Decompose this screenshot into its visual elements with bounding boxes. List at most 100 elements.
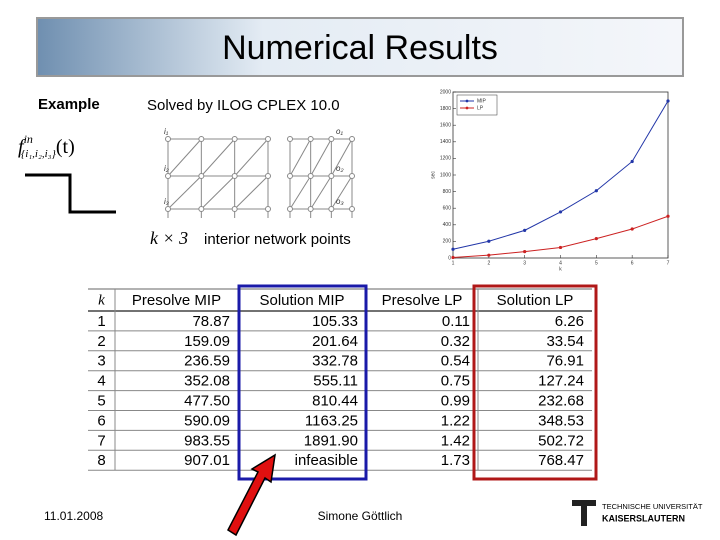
x-tick-label: 3 [523, 260, 526, 266]
data-point [451, 255, 455, 260]
table-header: k [98, 292, 105, 308]
diagram-node [198, 206, 205, 212]
table-cell: 127.24 [538, 373, 584, 390]
output-label: o₁ [336, 127, 343, 136]
mip-highlight [237, 284, 368, 481]
logo-line2: KAISERSLAUTERN [602, 513, 685, 523]
data-point [558, 245, 563, 250]
x-tick-label: 7 [667, 260, 670, 266]
data-point [487, 253, 491, 257]
diagram-node [307, 206, 314, 212]
diagram-node [328, 173, 335, 179]
diagram-edge [310, 138, 332, 177]
data-point [487, 239, 491, 243]
table-cell: 907.01 [184, 452, 230, 469]
table-cell: 76.91 [546, 353, 584, 370]
diagram-node [328, 136, 335, 142]
diagram-node [328, 206, 335, 212]
diagram-node [165, 136, 171, 142]
diagram-node [231, 136, 238, 142]
y-tick-label: 400 [443, 222, 452, 228]
formula-sup: in [24, 132, 33, 146]
output-label: o₃ [336, 197, 344, 206]
diagram-node [231, 173, 238, 179]
y-tick-label: 1000 [440, 172, 451, 178]
table-cell: 0.54 [441, 353, 470, 370]
diagram-node [265, 206, 271, 212]
diagram-node [287, 173, 293, 179]
table-cell: 159.09 [184, 333, 230, 350]
y-tick-label: 1400 [440, 139, 451, 145]
logo-line1: TECHNISCHE UNIVERSITÄT [602, 502, 703, 511]
data-point [451, 247, 455, 251]
slide-title: Numerical Results [222, 29, 498, 67]
input-label: i₃ [164, 197, 169, 206]
table-cell: 590.09 [184, 412, 230, 429]
legend-label: LP [477, 105, 484, 111]
table-cell: 1.22 [441, 412, 470, 429]
table-cell: 78.87 [192, 313, 230, 330]
y-tick-label: 1200 [440, 156, 451, 162]
table-cell: 0.32 [441, 333, 470, 350]
table-cell: 810.44 [312, 393, 358, 410]
x-tick-label: 6 [631, 260, 634, 266]
table-cell: 1.73 [441, 452, 470, 469]
diagram-node [265, 173, 271, 179]
formula-sub: {i₁,i₂,i₃} [21, 148, 57, 160]
x-tick-label: 5 [595, 260, 598, 266]
table-cell: 201.64 [312, 333, 358, 350]
table-cell: 6 [97, 412, 105, 429]
table-cell: 0.99 [441, 393, 470, 410]
data-point [523, 250, 527, 254]
x-tick-label: 4 [559, 260, 562, 266]
logo-mark [572, 500, 596, 526]
data-point [666, 99, 670, 103]
data-point [594, 237, 598, 241]
diagram-node [287, 206, 293, 212]
diagram-edge [330, 138, 353, 177]
chart-frame [430, 86, 676, 272]
y-tick-label: 1600 [440, 123, 451, 129]
logo: TECHNISCHE UNIVERSITÄT KAISERSLAUTERN [572, 500, 703, 526]
solver-label: Solved by ILOG CPLEX 10.0 [147, 97, 340, 114]
table-cell: 2 [97, 333, 105, 350]
diagram-node [198, 173, 205, 179]
table-cell: 502.72 [538, 432, 584, 449]
diagram-edge [289, 175, 312, 210]
title-banner [36, 17, 684, 77]
table-cell: 1891.90 [304, 432, 358, 449]
diagram-node [349, 136, 355, 142]
table-cell: 768.47 [538, 452, 584, 469]
legend-label: MIP [477, 98, 487, 104]
diagram-node [287, 136, 293, 142]
table-header: Solution MIP [259, 292, 344, 309]
table-cell: 352.08 [184, 373, 230, 390]
diagram-edge [289, 138, 312, 177]
diagram-node [198, 136, 205, 142]
input-label: i₁ [164, 127, 169, 136]
y-tick-label: 800 [443, 189, 452, 195]
x-tick-label: 2 [487, 260, 490, 266]
table-cell: 1.42 [441, 432, 470, 449]
formula-base: f [18, 136, 26, 158]
table-cell: 6.26 [555, 313, 584, 330]
input-label: i₂ [164, 164, 169, 173]
table-header: Presolve LP [382, 292, 463, 309]
legend-marker [465, 99, 469, 103]
table-cell: 0.75 [441, 373, 470, 390]
table-cell: 33.54 [546, 333, 584, 350]
network-diagram: i₁ i₂ i₃ o₁ o₂ o₃ [164, 127, 355, 218]
table-cell: 7 [97, 432, 105, 449]
formula: fin {i₁,i₂,i₃}(t) [18, 132, 75, 160]
diagram-caption: interior network points [204, 231, 351, 248]
formula-arg: (t) [56, 136, 75, 158]
table-cell: 332.78 [312, 353, 358, 370]
table-cell: 348.53 [538, 412, 584, 429]
chart: 0 200 400 600 800 1000 1200 1400 1600 1800 2000 1 2 3… [430, 89, 669, 272]
diagram-edge [200, 175, 236, 210]
table-cell: 232.68 [538, 393, 584, 410]
step-function [25, 173, 116, 214]
y-axis-label: sec [430, 171, 436, 179]
y-tick-label: 2000 [440, 89, 451, 95]
